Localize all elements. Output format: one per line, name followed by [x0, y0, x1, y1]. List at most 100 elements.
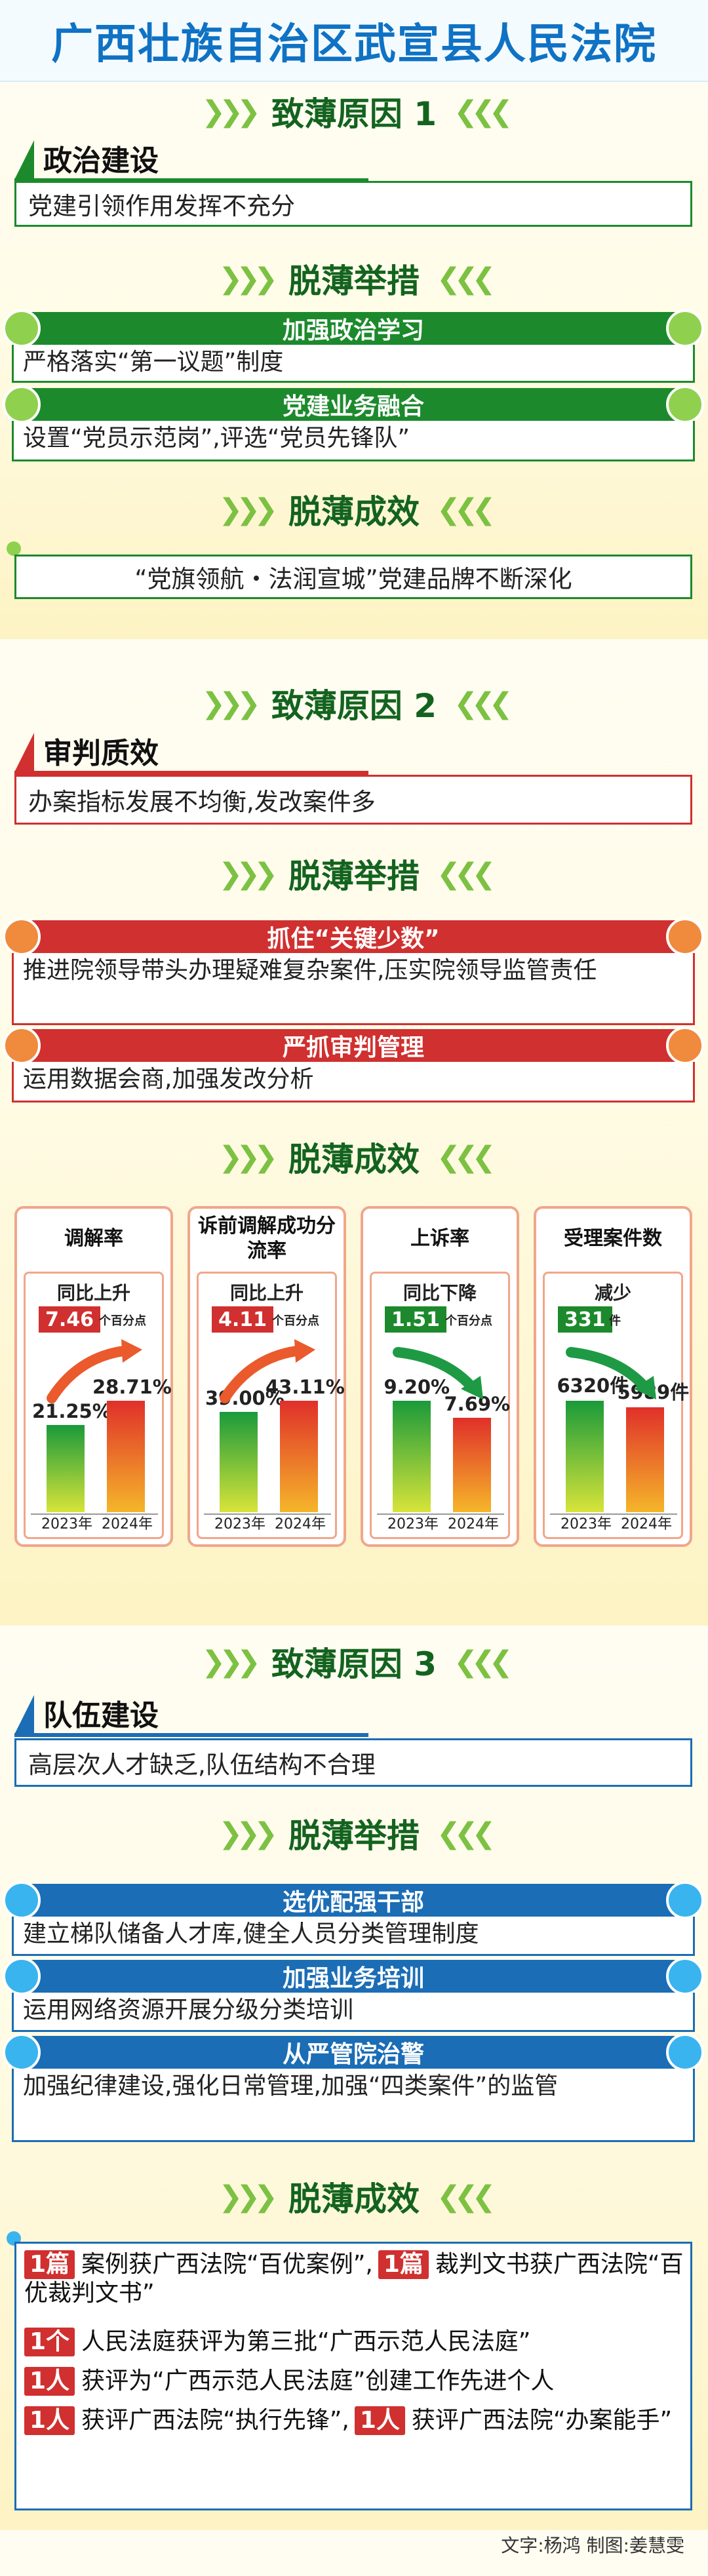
measure-text: 推进院领导带头办理疑难复杂案件,压实院领导监管责任: [12, 953, 695, 1025]
change-label: 同比下降: [403, 1282, 477, 1304]
measures2-header: ❯❯❯ 脱薄举措 ❮❮❮: [0, 851, 708, 897]
arrows-right-icon: ❯❯❯: [218, 1816, 278, 1850]
arrows-right-icon: ❯❯❯: [218, 2179, 278, 2214]
chart-bar: [107, 1401, 145, 1512]
achievement-text: 裁判文书获广西法院“百优裁判文书”: [24, 2251, 684, 2307]
achievement-item: 1人 获评为“广西示范人民法庭”创建工作先进个人: [24, 2367, 554, 2396]
chart-card: 上诉率 同比下降 1.51 个百分点 9.20% 2023年 7.69% 2024年: [361, 1206, 519, 1547]
chart-title: 调解率: [64, 1227, 123, 1250]
change-value-badge: 7.46: [39, 1306, 101, 1333]
chart-bar: [626, 1407, 664, 1512]
arrows-left-icon: ❮❮❮: [454, 94, 513, 128]
chart-plot: 减少331件6320件2023年5989件2024年: [543, 1272, 689, 1539]
count-badge: 1人: [354, 2406, 405, 2435]
data-label: 9.20%: [384, 1376, 450, 1398]
credit-line: 文字:杨鸿 制图:姜慧雯: [501, 2535, 684, 2556]
x-tick-label: 2024年: [102, 1516, 153, 1532]
results2-header: ❯❯❯ 脱薄成效 ❮❮❮: [0, 1134, 708, 1180]
measure-title: 选优配强干部: [282, 1889, 424, 1916]
category-team: 队伍建设: [14, 1691, 368, 1737]
measure-title: 从严管院治警: [282, 2041, 424, 2068]
x-tick-label: 2024年: [621, 1516, 672, 1532]
category-label: 政治建设: [43, 144, 159, 178]
measure-bar: 党建业务融合: [3, 385, 704, 423]
x-tick-label: 2023年: [560, 1516, 612, 1532]
change-label: 同比上升: [56, 1282, 130, 1304]
trend-down-arrow-icon: [566, 1347, 656, 1399]
trend-arrow-head: [461, 1376, 483, 1399]
x-tick-label: 2024年: [448, 1516, 499, 1532]
arrows-left-icon: ❮❮❮: [437, 857, 496, 891]
trend-arrow-shaft: [393, 1347, 475, 1390]
measures-title: 脱薄举措: [288, 857, 420, 895]
achievement-item: 1篇 案例获广西法院“百优案例”, 1篇 裁判文书获广西法院“百优裁判文书”: [24, 2250, 690, 2308]
count-badge: 1人: [24, 2367, 75, 2396]
x-tick-label: 2023年: [387, 1516, 439, 1532]
chart-card: 受理案件数减少331件6320件2023年5989件2024年: [534, 1206, 692, 1547]
trend-arrow-head: [294, 1339, 315, 1363]
data-label: 6320件: [557, 1375, 629, 1397]
measure-bar: 严抓审判管理: [3, 1026, 704, 1064]
trend-arrow-head: [121, 1339, 142, 1363]
chart-title: 上诉率: [410, 1227, 469, 1250]
arrows-right-icon: ❯❯❯: [218, 857, 278, 891]
achievement-text: 案例获广西法院“百优案例”,: [81, 2251, 373, 2278]
chart-plot: 同比上升 4.11 个百分点 39.00% 2023年 43.11% 2024年: [197, 1272, 345, 1539]
arrows-left-icon: ❮❮❮: [437, 492, 496, 526]
chart-bar: [220, 1412, 258, 1512]
count-badge: 1个: [24, 2328, 75, 2356]
chart-title: 受理案件数: [564, 1227, 662, 1250]
results3-header: ❯❯❯ 脱薄成效 ❮❮❮: [0, 2174, 708, 2219]
change-unit: 个百分点: [99, 1314, 146, 1328]
arrows-right-icon: ❯❯❯: [201, 94, 261, 128]
count-badge: 1篇: [24, 2250, 75, 2279]
category-label: 队伍建设: [43, 1699, 159, 1732]
achievement-text: 获评为“广西示范人民法庭”创建工作先进个人: [81, 2368, 555, 2394]
measure-bar: 加强业务培训: [3, 1957, 704, 1995]
results-title: 脱薄成效: [288, 1141, 420, 1179]
change-unit: 个百分点: [272, 1314, 319, 1328]
achievement-item: 1人 获评广西法院“执行先锋”, 1人 获评广西法院“办案能手”: [24, 2406, 672, 2435]
measure-text: 运用网络资源开展分级分类培训: [12, 1993, 695, 2032]
reason2-header: ❯❯❯ 致薄原因 2 ❮❮❮: [0, 680, 708, 726]
achievement-item: 1个 人民法庭获评为第三批“广西示范人民法庭”: [24, 2328, 530, 2356]
measure-bar: 抓住“关键少数”: [3, 918, 704, 956]
problem-box: 党建引领作用发挥不充分: [14, 181, 692, 227]
trend-arrow-head: [634, 1376, 656, 1399]
measure-title: 党建业务融合: [282, 393, 424, 420]
arrows-right-icon: ❯❯❯: [218, 1140, 278, 1174]
measure-text: 建立梯队储备人才库,健全人员分类管理制度: [12, 1917, 695, 1956]
results-title: 脱薄成效: [288, 2180, 420, 2218]
measures-title: 脱薄举措: [288, 262, 420, 300]
change-value-badge: 1.51: [385, 1306, 447, 1333]
change-value-badge: 331: [558, 1306, 612, 1333]
data-label: 28.71%: [92, 1376, 172, 1398]
arrows-left-icon: ❮❮❮: [437, 2179, 496, 2214]
measure-text: 加强纪律建设,强化日常管理,加强“四类案件”的监管: [12, 2069, 695, 2142]
measure-text: 运用数据会商,加强发改分析: [12, 1062, 695, 1103]
arrows-right-icon: ❯❯❯: [201, 686, 261, 720]
measure-text: 严格落实“第一议题”制度: [12, 345, 695, 383]
change-unit: 个百分点: [445, 1314, 492, 1328]
achievement-text: 人民法庭获评为第三批“广西示范人民法庭”: [81, 2328, 531, 2355]
x-axis: [550, 1513, 677, 1515]
problem-box: 高层次人才缺乏,队伍结构不合理: [14, 1738, 692, 1787]
count-badge: 1人: [24, 2406, 75, 2435]
reason1-header: ❯❯❯ 致薄原因 1 ❮❮❮: [0, 88, 708, 134]
arrows-right-icon: ❯❯❯: [218, 262, 278, 296]
chart-plot: 同比上升 7.46 个百分点 21.25% 2023年 28.71% 2024年: [24, 1272, 172, 1539]
change-label: 减少: [594, 1282, 631, 1304]
result-box: “党旗领航・法润宣城”党建品牌不断深化: [14, 555, 692, 599]
data-label: 39.00%: [205, 1387, 285, 1409]
chart-bar: [280, 1401, 318, 1512]
arrows-right-icon: ❯❯❯: [218, 492, 278, 526]
chart-plot: 同比下降 1.51 个百分点 9.20% 2023年 7.69% 2024年: [370, 1272, 510, 1539]
category-trial: 审判质效: [14, 729, 368, 775]
chart-card: 调解率 同比上升 7.46 个百分点 21.25% 2023年 28.71% 2024年: [14, 1206, 173, 1547]
chart-card: 诉前调解成功分流率 同比上升 4.11 个百分点 39.00% 2023年 43.11% 20…: [187, 1206, 346, 1547]
chart-bar: [47, 1425, 85, 1512]
measure-title: 加强业务培训: [282, 1965, 424, 1992]
change-label: 同比上升: [229, 1282, 304, 1304]
achievements-box: 1篇 案例获广西法院“百优案例”, 1篇 裁判文书获广西法院“百优裁判文书” 1个 人民…: [14, 2242, 692, 2510]
change-value-badge: 4.11: [212, 1306, 274, 1333]
